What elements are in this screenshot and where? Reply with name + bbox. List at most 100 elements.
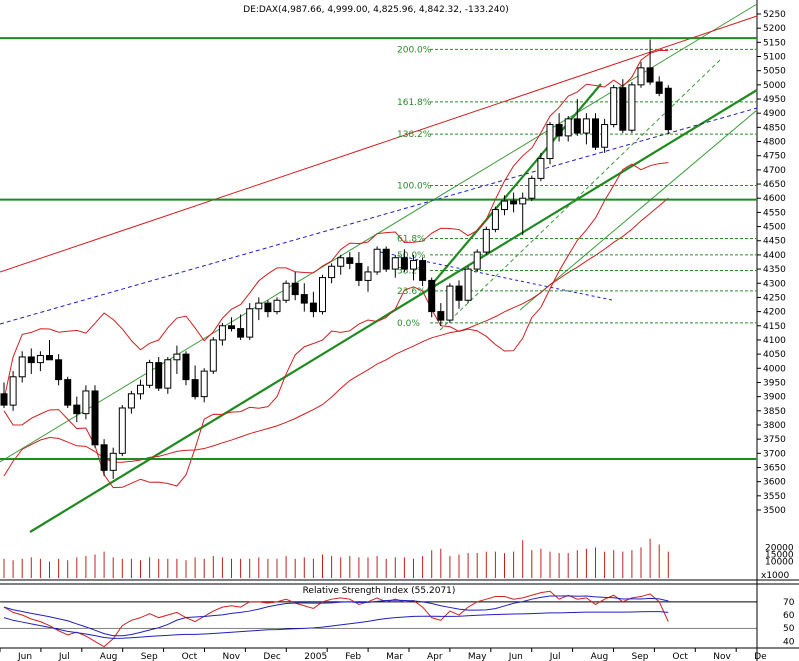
- rsi-panel: Relative Strength Index (55.2071): [0, 586, 757, 648]
- fib-level-label: 0.0%: [397, 319, 420, 329]
- candle-down: [592, 118, 599, 148]
- candle-up: [82, 390, 90, 415]
- candle-up: [564, 118, 572, 137]
- x-tick-label: Jul: [549, 652, 561, 661]
- x-tick-label: 2005: [304, 652, 327, 661]
- candle-up: [337, 257, 345, 267]
- price-tick-label: 4200: [763, 308, 786, 318]
- x-tick-label: Sep: [141, 652, 158, 661]
- lower-band-line: [3, 162, 669, 489]
- price-tick-label: 3600: [763, 478, 786, 488]
- x-tick-label: Jun: [508, 652, 523, 661]
- volume-tick-label: 20000: [765, 543, 794, 553]
- candle-up: [109, 452, 117, 471]
- candle-up: [537, 158, 545, 179]
- candle-down: [46, 355, 53, 361]
- candle-down: [382, 248, 390, 270]
- candle-up: [446, 285, 454, 321]
- price-tick-label: 4050: [763, 350, 786, 360]
- rsi-average-line: [3, 595, 669, 637]
- candle-up: [373, 248, 381, 273]
- trendline: [0, 107, 758, 325]
- candle-up: [491, 209, 499, 230]
- price-tick-label: 4550: [763, 208, 786, 218]
- x-tick-label: Sep: [632, 652, 649, 661]
- x-tick-label: Oct: [182, 652, 198, 661]
- candle-up: [637, 67, 645, 86]
- candle-up: [173, 353, 181, 361]
- candle-down: [510, 200, 518, 205]
- candle-up: [209, 339, 217, 372]
- fib-level-label: 100.0%: [397, 181, 432, 191]
- candle-up: [601, 124, 609, 148]
- x-tick-label: Jun: [17, 652, 32, 661]
- candle-down: [182, 353, 190, 381]
- candle-down: [655, 81, 663, 94]
- price-tick-label: 3700: [763, 449, 786, 459]
- x-tick-label: Mar: [386, 652, 403, 661]
- candle-up: [36, 355, 44, 364]
- candle-down: [300, 294, 308, 304]
- price-tick-label: 5100: [763, 53, 786, 63]
- candle-down: [0, 393, 8, 406]
- candle-up: [519, 197, 527, 205]
- price-tick-label: 4400: [763, 251, 786, 261]
- candle-down: [346, 257, 354, 264]
- price-tick-label: 3950: [763, 378, 786, 388]
- candle-down: [428, 279, 436, 313]
- price-tick-label: 4800: [763, 138, 786, 148]
- price-tick-label: 4600: [763, 194, 786, 204]
- x-tick-label: Dec: [263, 652, 280, 661]
- candle-down: [664, 87, 672, 131]
- upper-band-line: [3, 49, 669, 400]
- rsi-line: [3, 590, 669, 648]
- candle-up: [246, 308, 254, 338]
- candle-up: [464, 268, 472, 301]
- price-tick-label: 4450: [763, 237, 786, 247]
- candle-up: [391, 257, 399, 270]
- volume-tick-label: 15000: [765, 551, 794, 561]
- candle-down: [237, 328, 245, 338]
- trendline: [519, 109, 758, 311]
- price-tick-label: 5200: [763, 24, 786, 34]
- axes: 5250 5200 5150 5100 5050 5000 4950 4900 4850 4800…: [0, 10, 795, 661]
- rsi-long-average-line: [3, 611, 669, 639]
- candle-up: [482, 228, 490, 253]
- candle-up: [364, 271, 372, 281]
- volume-unit-label: x1000: [761, 571, 790, 581]
- candle-down: [455, 285, 463, 301]
- candle-up: [328, 265, 336, 279]
- price-tick-label: 3550: [763, 492, 786, 502]
- candle-up: [582, 118, 590, 134]
- rsi-tick-label: 50: [783, 624, 795, 634]
- x-tick-label: Oct: [672, 652, 688, 661]
- x-tick-label: Jul: [58, 652, 70, 661]
- price-tick-label: 4850: [763, 123, 786, 133]
- price-tick-label: 4350: [763, 265, 786, 275]
- candle-up: [146, 362, 154, 386]
- candle-down: [264, 302, 272, 313]
- price-tick-label: 4750: [763, 152, 786, 162]
- price-tick-label: 3650: [763, 463, 786, 473]
- candle-up: [137, 384, 144, 395]
- fib-level-label: 50.0%: [397, 251, 426, 261]
- price-candles: [0, 39, 672, 479]
- fib-level-label: 161.8%: [397, 98, 432, 108]
- candle-down: [573, 118, 581, 134]
- chart-title: DE:DAX(4,987.66, 4,999.00, 4,825.96, 4,8…: [243, 5, 508, 15]
- price-tick-label: 5000: [763, 81, 786, 91]
- candle-down: [400, 257, 408, 270]
- price-tick-label: 4900: [763, 109, 786, 119]
- candle-up: [610, 87, 618, 126]
- candle-down: [291, 282, 299, 296]
- x-tick-label: Nov: [223, 652, 241, 661]
- price-tick-label: 4650: [763, 180, 786, 190]
- price-tick-label: 3800: [763, 421, 786, 431]
- price-tick-label: 4150: [763, 322, 786, 332]
- price-tick-label: 4100: [763, 336, 786, 346]
- candle-down: [555, 124, 563, 137]
- candle-down: [228, 325, 235, 330]
- candle-down: [619, 87, 627, 131]
- candle-up: [164, 359, 172, 389]
